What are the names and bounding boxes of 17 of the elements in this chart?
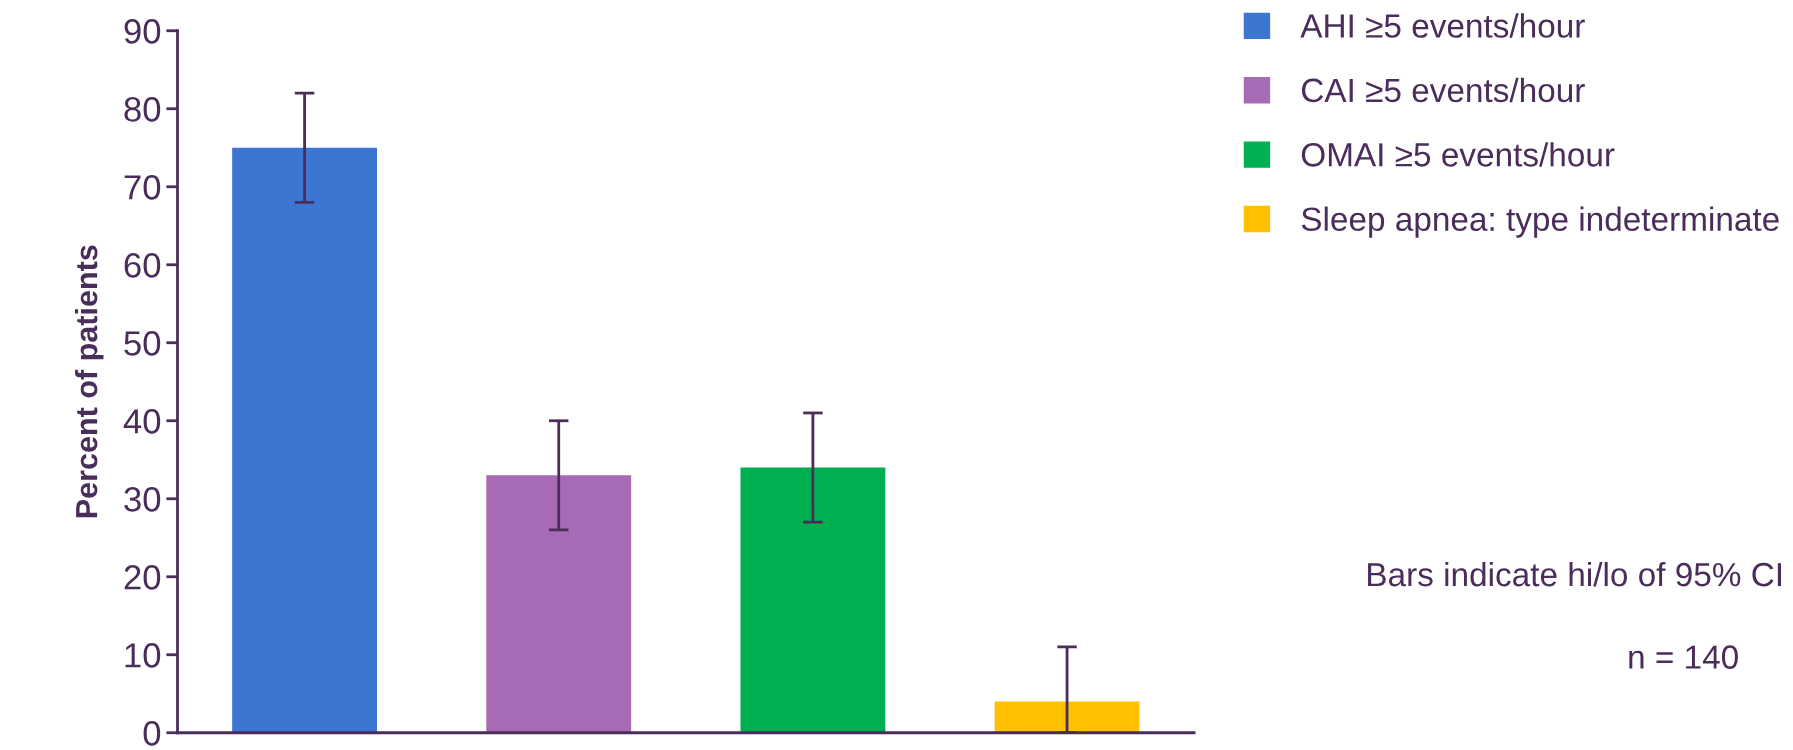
y-tick-label: 60 <box>124 253 161 278</box>
text: Bars indicate hi/lo of 95% CI <box>1368 561 1781 587</box>
y-tick-label: 10 <box>125 643 161 668</box>
text: n = 140 <box>1629 645 1738 669</box>
y-tick-label: 40 <box>123 409 161 434</box>
y-tick-label: 0 <box>143 721 161 746</box>
y-tick-label: 70 <box>124 175 161 200</box>
y-tick-label: 80 <box>124 97 161 122</box>
legend-label: CAI ≥5 events/hour <box>1301 77 1585 103</box>
legend-label: AHI ≥5 events/hour <box>1300 13 1585 38</box>
y-axis-title: Percent of patients <box>74 245 104 518</box>
y-tick-label: 20 <box>124 565 161 590</box>
y-tick-label: 50 <box>124 331 161 356</box>
y-tick-label: 30 <box>124 487 161 512</box>
legend-label: OMAI ≥5 events/hour <box>1301 142 1615 167</box>
legend-label: Sleep apnea: type indeterminate <box>1301 206 1779 238</box>
y-tick-label: 90 <box>124 19 161 44</box>
